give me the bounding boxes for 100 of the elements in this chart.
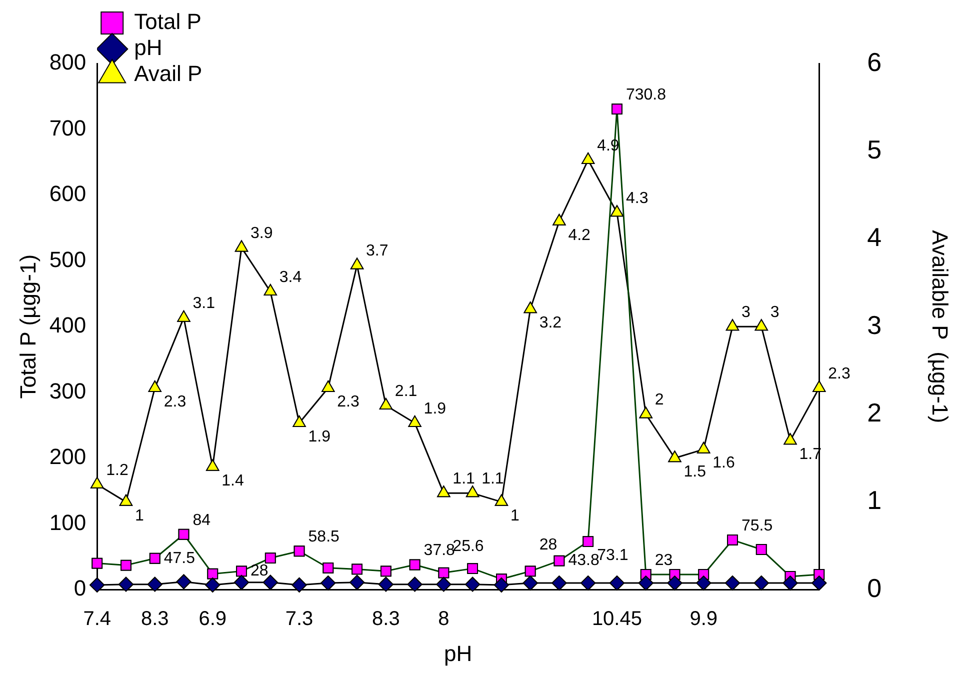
- point: [438, 567, 450, 578]
- data-label: 58.5: [308, 528, 340, 546]
- point: [352, 564, 362, 575]
- x-tick-label: 7.4: [83, 608, 112, 630]
- data-label: 1.5: [684, 464, 706, 481]
- data-label: 2.3: [164, 393, 186, 410]
- data-label: 2.1: [394, 382, 418, 400]
- point: [467, 563, 478, 574]
- x-tick-label: 10.45: [592, 608, 642, 630]
- point: [236, 566, 247, 577]
- data-label: 2: [654, 392, 664, 409]
- x-tick-label: 9.9: [690, 608, 718, 630]
- legend-label: Total P: [134, 9, 202, 34]
- x-tick-label: 7.3: [285, 608, 314, 630]
- data-label: 47.5: [164, 550, 196, 567]
- point: [408, 416, 422, 428]
- point: [466, 486, 480, 498]
- point: [754, 319, 768, 331]
- point: [207, 568, 218, 580]
- point: [812, 380, 826, 392]
- data-label: 1.4: [222, 472, 244, 490]
- point: [264, 284, 277, 296]
- y-tick-label: 700: [49, 115, 86, 140]
- point: [524, 566, 536, 577]
- point: [409, 559, 420, 570]
- data-label: 4.2: [568, 226, 591, 244]
- point: [176, 574, 192, 590]
- data-label: 84: [192, 512, 211, 529]
- point: [554, 555, 565, 566]
- data-label: 3: [741, 304, 750, 322]
- point: [582, 536, 594, 547]
- data-label: 28: [250, 562, 268, 580]
- x-axis-title: pH: [444, 640, 472, 666]
- point: [697, 442, 710, 454]
- x-tick-label: 8.3: [140, 608, 169, 630]
- point: [205, 577, 220, 592]
- data-label: 1.6: [712, 454, 735, 472]
- x-tick-label: 8.3: [372, 608, 400, 630]
- data-label: 3: [770, 304, 780, 322]
- point: [668, 450, 682, 462]
- legend-label: pH: [134, 35, 162, 60]
- y2-tick-label: 2: [867, 397, 882, 428]
- y-tick-label: 300: [49, 378, 86, 404]
- point: [119, 494, 133, 506]
- point: [379, 398, 392, 410]
- point: [727, 534, 738, 546]
- point: [149, 552, 160, 564]
- point: [494, 577, 509, 592]
- point: [437, 486, 450, 498]
- data-label: 730.8: [626, 86, 666, 104]
- point: [206, 459, 220, 471]
- point: [90, 476, 104, 488]
- point: [234, 240, 248, 252]
- point: [322, 562, 334, 574]
- point: [612, 104, 622, 115]
- data-label: 4.3: [626, 190, 648, 208]
- point: [784, 433, 797, 445]
- data-label: 3.9: [250, 225, 273, 242]
- data-label: 2.3: [337, 393, 360, 410]
- data-label: 1: [134, 507, 144, 524]
- point: [380, 566, 392, 577]
- data-label: 1.9: [424, 400, 446, 418]
- y2-tick-label: 3: [867, 310, 882, 340]
- point: [494, 494, 508, 506]
- data-label: 1.9: [308, 428, 331, 446]
- y2-tick-label: 0: [867, 572, 882, 603]
- point: [90, 577, 105, 592]
- x-tick-label: 8: [438, 608, 450, 630]
- y-tick-label: 0: [74, 576, 86, 601]
- point: [292, 577, 307, 592]
- legend-label: Avail P: [134, 61, 202, 86]
- y-tick-label: 800: [49, 50, 86, 75]
- data-label: 3.7: [366, 242, 388, 260]
- point: [756, 544, 767, 555]
- point: [292, 416, 306, 428]
- data-label: 43.8: [568, 552, 600, 570]
- y2-tick-label: 5: [867, 134, 882, 164]
- y-tick-label: 600: [49, 181, 86, 206]
- point: [120, 560, 132, 571]
- data-label: 3.2: [539, 314, 562, 332]
- data-label: 1.1: [482, 470, 504, 488]
- data-label: 23: [654, 552, 673, 569]
- point: [639, 406, 652, 418]
- y-tick-label: 500: [49, 246, 86, 272]
- y-axis-title: Total P (µgg-1): [15, 254, 40, 399]
- point: [552, 214, 566, 226]
- data-label: 75.5: [741, 517, 773, 534]
- data-label: 3.4: [279, 268, 302, 286]
- data-label: 1.1: [452, 470, 476, 488]
- point: [148, 380, 162, 392]
- point: [350, 258, 364, 270]
- point: [524, 302, 537, 314]
- x-tick-label: 6.9: [198, 608, 227, 630]
- y-tick-label: 400: [49, 312, 86, 338]
- y2-tick-label: 4: [867, 222, 882, 252]
- data-label: 1.2: [106, 462, 128, 479]
- data-label: 1: [510, 507, 520, 524]
- point: [177, 310, 190, 322]
- point: [92, 558, 103, 569]
- point: [582, 152, 595, 164]
